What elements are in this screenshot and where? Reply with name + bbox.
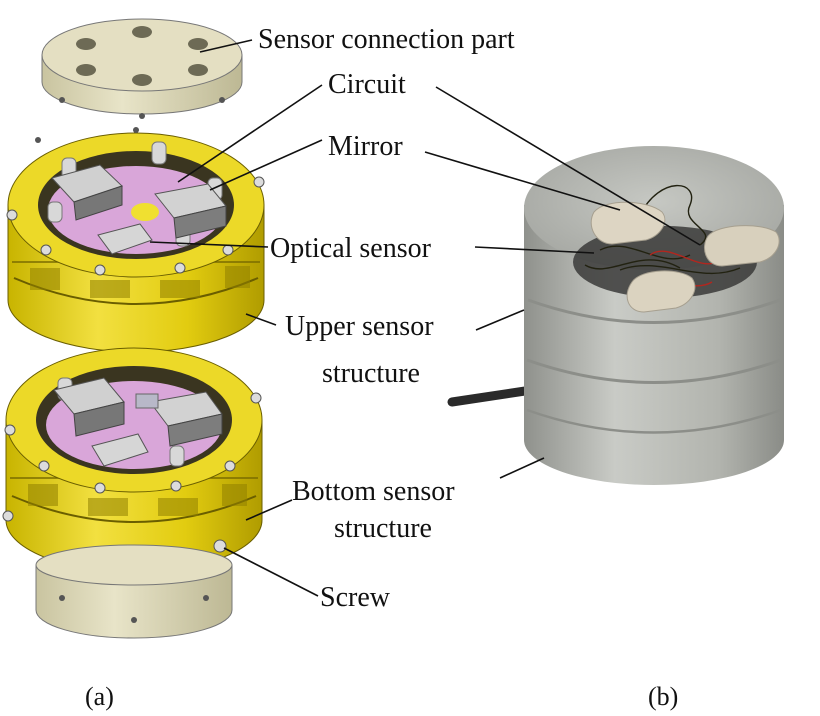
label-circuit: Circuit bbox=[328, 69, 406, 100]
base-plate bbox=[35, 544, 233, 639]
label-bottom-sensor-line2: structure bbox=[334, 513, 432, 544]
cad-model bbox=[2, 18, 265, 639]
label-bottom-sensor-line1: Bottom sensor bbox=[292, 476, 455, 507]
upper-sensor-structure bbox=[6, 127, 265, 353]
label-mirror: Mirror bbox=[328, 131, 403, 162]
caption-a: (a) bbox=[85, 682, 114, 711]
label-sensor-connection-part: Sensor connection part bbox=[258, 24, 515, 55]
label-upper-sensor-line1: Upper sensor bbox=[285, 311, 434, 342]
label-optical-sensor: Optical sensor bbox=[270, 233, 432, 264]
leader-lines bbox=[149, 39, 701, 597]
caption-b: (b) bbox=[648, 682, 678, 711]
label-screw: Screw bbox=[320, 582, 391, 613]
sensor-connection-plate bbox=[41, 18, 243, 119]
label-upper-sensor-line2: structure bbox=[322, 358, 420, 389]
prototype-photo bbox=[447, 146, 784, 485]
wires bbox=[584, 184, 741, 275]
bottom-sensor-structure bbox=[2, 347, 263, 573]
